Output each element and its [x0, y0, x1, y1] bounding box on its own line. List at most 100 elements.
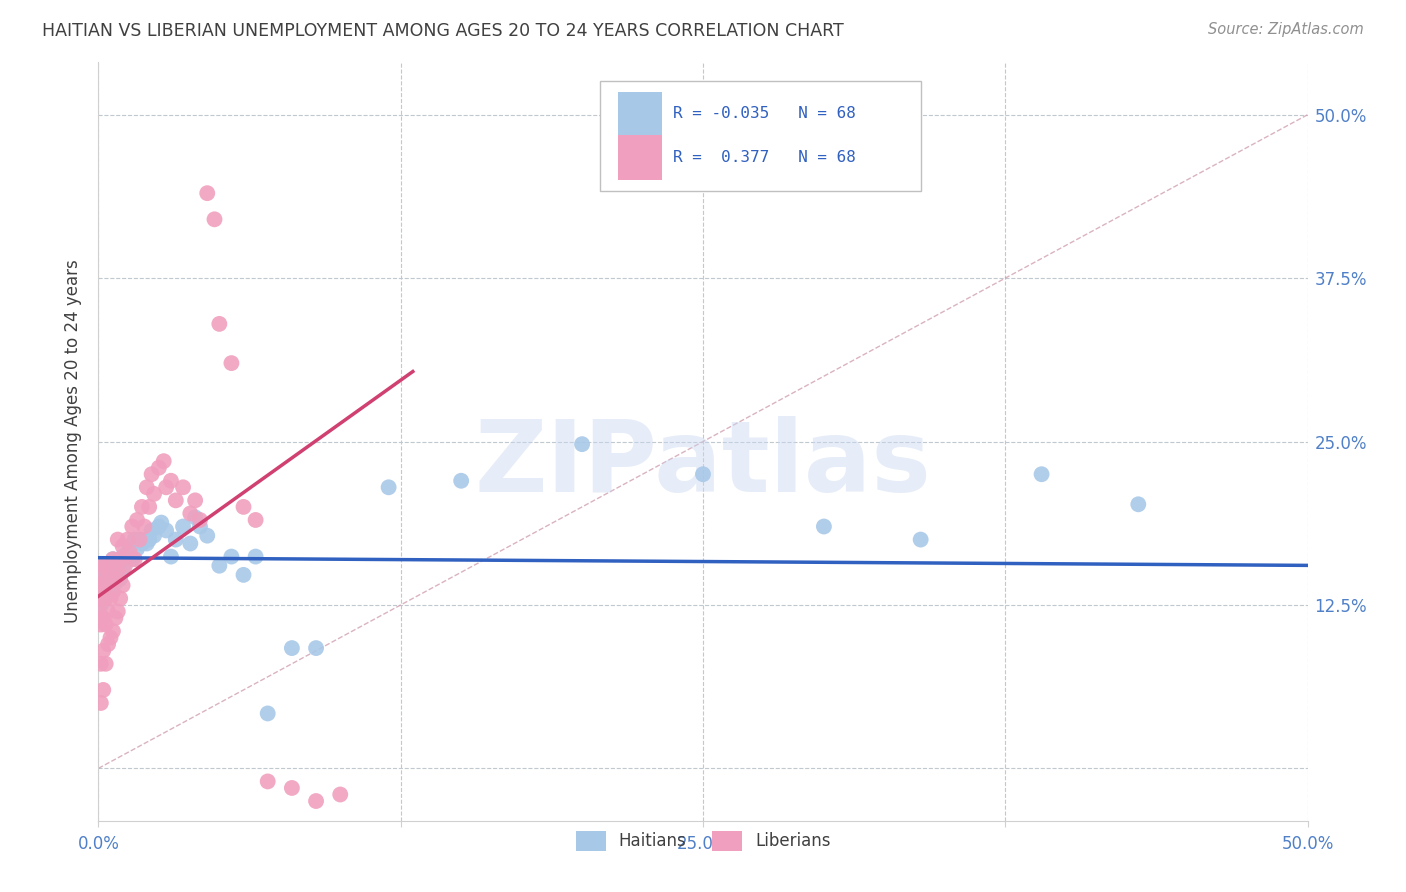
- Point: [377, 480, 399, 494]
- Point: [97, 572, 120, 586]
- Text: ZIPatlas: ZIPatlas: [475, 416, 931, 513]
- Point: [127, 513, 149, 527]
- Point: [104, 563, 127, 577]
- Point: [90, 585, 112, 599]
- Point: [108, 591, 131, 606]
- Point: [101, 552, 124, 566]
- Point: [165, 493, 187, 508]
- Point: [100, 591, 122, 606]
- Point: [134, 519, 156, 533]
- Point: [179, 536, 201, 550]
- Point: [90, 617, 112, 632]
- Point: [91, 558, 114, 573]
- Point: [221, 549, 243, 564]
- Point: [101, 624, 124, 639]
- Point: [208, 317, 231, 331]
- Point: [188, 513, 211, 527]
- Point: [124, 552, 146, 566]
- Point: [450, 474, 472, 488]
- Point: [155, 480, 177, 494]
- Point: [571, 437, 593, 451]
- Point: [108, 572, 131, 586]
- Point: [108, 552, 131, 566]
- Point: [111, 578, 134, 592]
- Point: [97, 566, 120, 580]
- Point: [94, 585, 117, 599]
- Point: [141, 524, 163, 538]
- Point: [138, 500, 160, 514]
- Point: [100, 558, 122, 573]
- Point: [90, 696, 112, 710]
- Point: [281, 641, 304, 656]
- Legend: Haitians, Liberians: Haitians, Liberians: [569, 824, 837, 858]
- Point: [245, 549, 267, 564]
- Point: [90, 578, 112, 592]
- Point: [143, 529, 166, 543]
- Point: [184, 493, 207, 508]
- Point: [87, 605, 110, 619]
- Point: [104, 611, 127, 625]
- Point: [107, 533, 129, 547]
- Point: [97, 637, 120, 651]
- Point: [107, 567, 129, 582]
- Point: [160, 549, 183, 564]
- Point: [97, 572, 120, 586]
- Point: [232, 567, 254, 582]
- Point: [141, 467, 163, 482]
- Point: [114, 558, 136, 573]
- Point: [94, 569, 117, 583]
- Point: [221, 356, 243, 370]
- Point: [100, 631, 122, 645]
- Point: [108, 558, 131, 573]
- Point: [121, 552, 143, 566]
- Point: [91, 567, 114, 582]
- Point: [114, 555, 136, 569]
- Point: [148, 460, 170, 475]
- Point: [131, 500, 153, 514]
- Point: [172, 480, 194, 494]
- Point: [131, 536, 153, 550]
- Point: [100, 558, 122, 573]
- Point: [135, 480, 157, 494]
- Point: [94, 617, 117, 632]
- FancyBboxPatch shape: [619, 92, 662, 136]
- Point: [155, 524, 177, 538]
- Point: [90, 572, 112, 586]
- Text: R =  0.377   N = 68: R = 0.377 N = 68: [672, 150, 856, 165]
- FancyBboxPatch shape: [600, 81, 921, 191]
- Point: [100, 581, 122, 595]
- Point: [256, 706, 278, 721]
- Point: [128, 533, 150, 547]
- Point: [150, 516, 173, 530]
- Point: [101, 552, 124, 566]
- Point: [143, 487, 166, 501]
- Point: [90, 591, 112, 606]
- Point: [90, 566, 112, 580]
- Point: [117, 546, 139, 560]
- Point: [692, 467, 714, 482]
- Point: [165, 533, 187, 547]
- Point: [128, 533, 150, 547]
- Point: [87, 591, 110, 606]
- Point: [91, 682, 114, 697]
- Point: [813, 519, 835, 533]
- Point: [305, 794, 328, 808]
- Point: [124, 533, 146, 547]
- Y-axis label: Unemployment Among Ages 20 to 24 years: Unemployment Among Ages 20 to 24 years: [65, 260, 83, 624]
- Point: [172, 519, 194, 533]
- Point: [107, 566, 129, 580]
- Point: [256, 774, 278, 789]
- Point: [305, 641, 328, 656]
- Point: [94, 657, 117, 671]
- Point: [184, 510, 207, 524]
- Point: [329, 788, 352, 802]
- Point: [87, 578, 110, 592]
- Point: [97, 605, 120, 619]
- Point: [195, 529, 218, 543]
- Text: Source: ZipAtlas.com: Source: ZipAtlas.com: [1208, 22, 1364, 37]
- Point: [188, 519, 211, 533]
- Point: [94, 563, 117, 577]
- Point: [94, 591, 117, 606]
- Point: [179, 507, 201, 521]
- Point: [104, 575, 127, 590]
